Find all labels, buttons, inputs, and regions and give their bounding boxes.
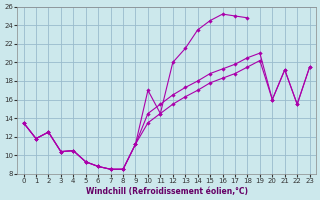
X-axis label: Windchill (Refroidissement éolien,°C): Windchill (Refroidissement éolien,°C) [85,187,248,196]
